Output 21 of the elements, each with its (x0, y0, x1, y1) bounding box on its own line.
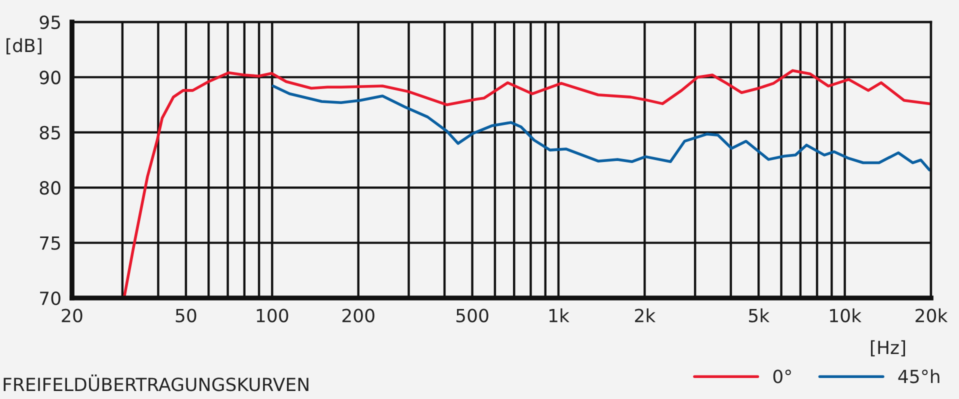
x-tick-label: 20 (62, 308, 82, 322)
y-tick-label: 75 (40, 236, 60, 250)
y-tick-label: 70 (40, 291, 60, 306)
x-tick-label: 5k (749, 308, 770, 322)
y-tick-label: 85 (40, 126, 60, 140)
x-tick-label: 100 (256, 308, 288, 322)
x-tick-label: 2k (635, 308, 656, 322)
y-axis-title: [dB] (6, 38, 42, 54)
x-tick-label: 200 (342, 308, 374, 322)
text: FREIFELDÜBERTRAGUNGSKURVEN (4, 374, 308, 392)
x-tick-label: 50 (176, 308, 196, 322)
legend-label: 45°h (898, 369, 940, 384)
x-tick-label: 500 (456, 308, 488, 322)
x-tick-label: 10k (830, 308, 862, 322)
y-tick-label: 95 (40, 15, 60, 30)
legend-label: 0° (773, 370, 791, 384)
x-tick-label: 20k (916, 308, 948, 322)
x-tick-label: 1k (549, 308, 570, 322)
y-tick-label: 90 (40, 70, 60, 84)
x-axis-title: [Hz] (870, 340, 906, 356)
y-tick-label: 80 (40, 181, 60, 195)
